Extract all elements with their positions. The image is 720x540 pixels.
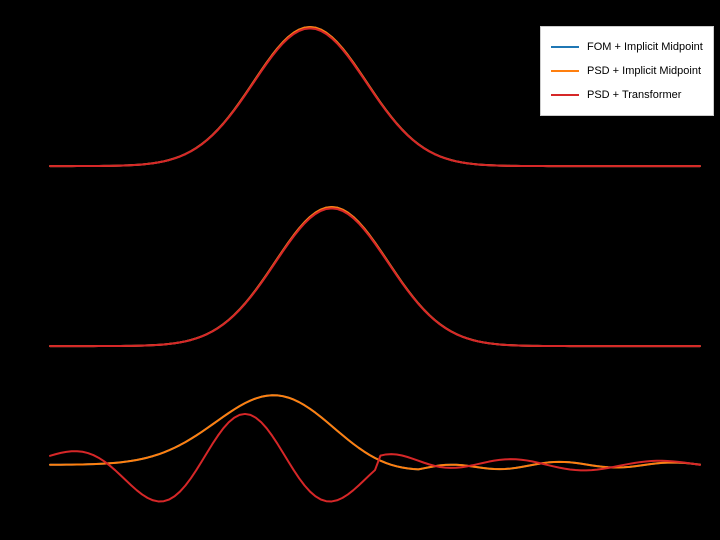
legend-swatch-icon <box>551 94 579 96</box>
legend-swatch-icon <box>551 70 579 72</box>
legend-swatch-icon <box>551 46 579 48</box>
legend-item: PSD + Implicit Midpoint <box>551 59 703 83</box>
legend: FOM + Implicit Midpoint PSD + Implicit M… <box>540 26 714 116</box>
legend-label: FOM + Implicit Midpoint <box>587 41 703 53</box>
legend-item: PSD + Transformer <box>551 83 703 107</box>
chart-container: FOM + Implicit Midpoint PSD + Implicit M… <box>0 0 720 540</box>
legend-item: FOM + Implicit Midpoint <box>551 35 703 59</box>
legend-label: PSD + Transformer <box>587 89 681 101</box>
legend-label: PSD + Implicit Midpoint <box>587 65 701 77</box>
